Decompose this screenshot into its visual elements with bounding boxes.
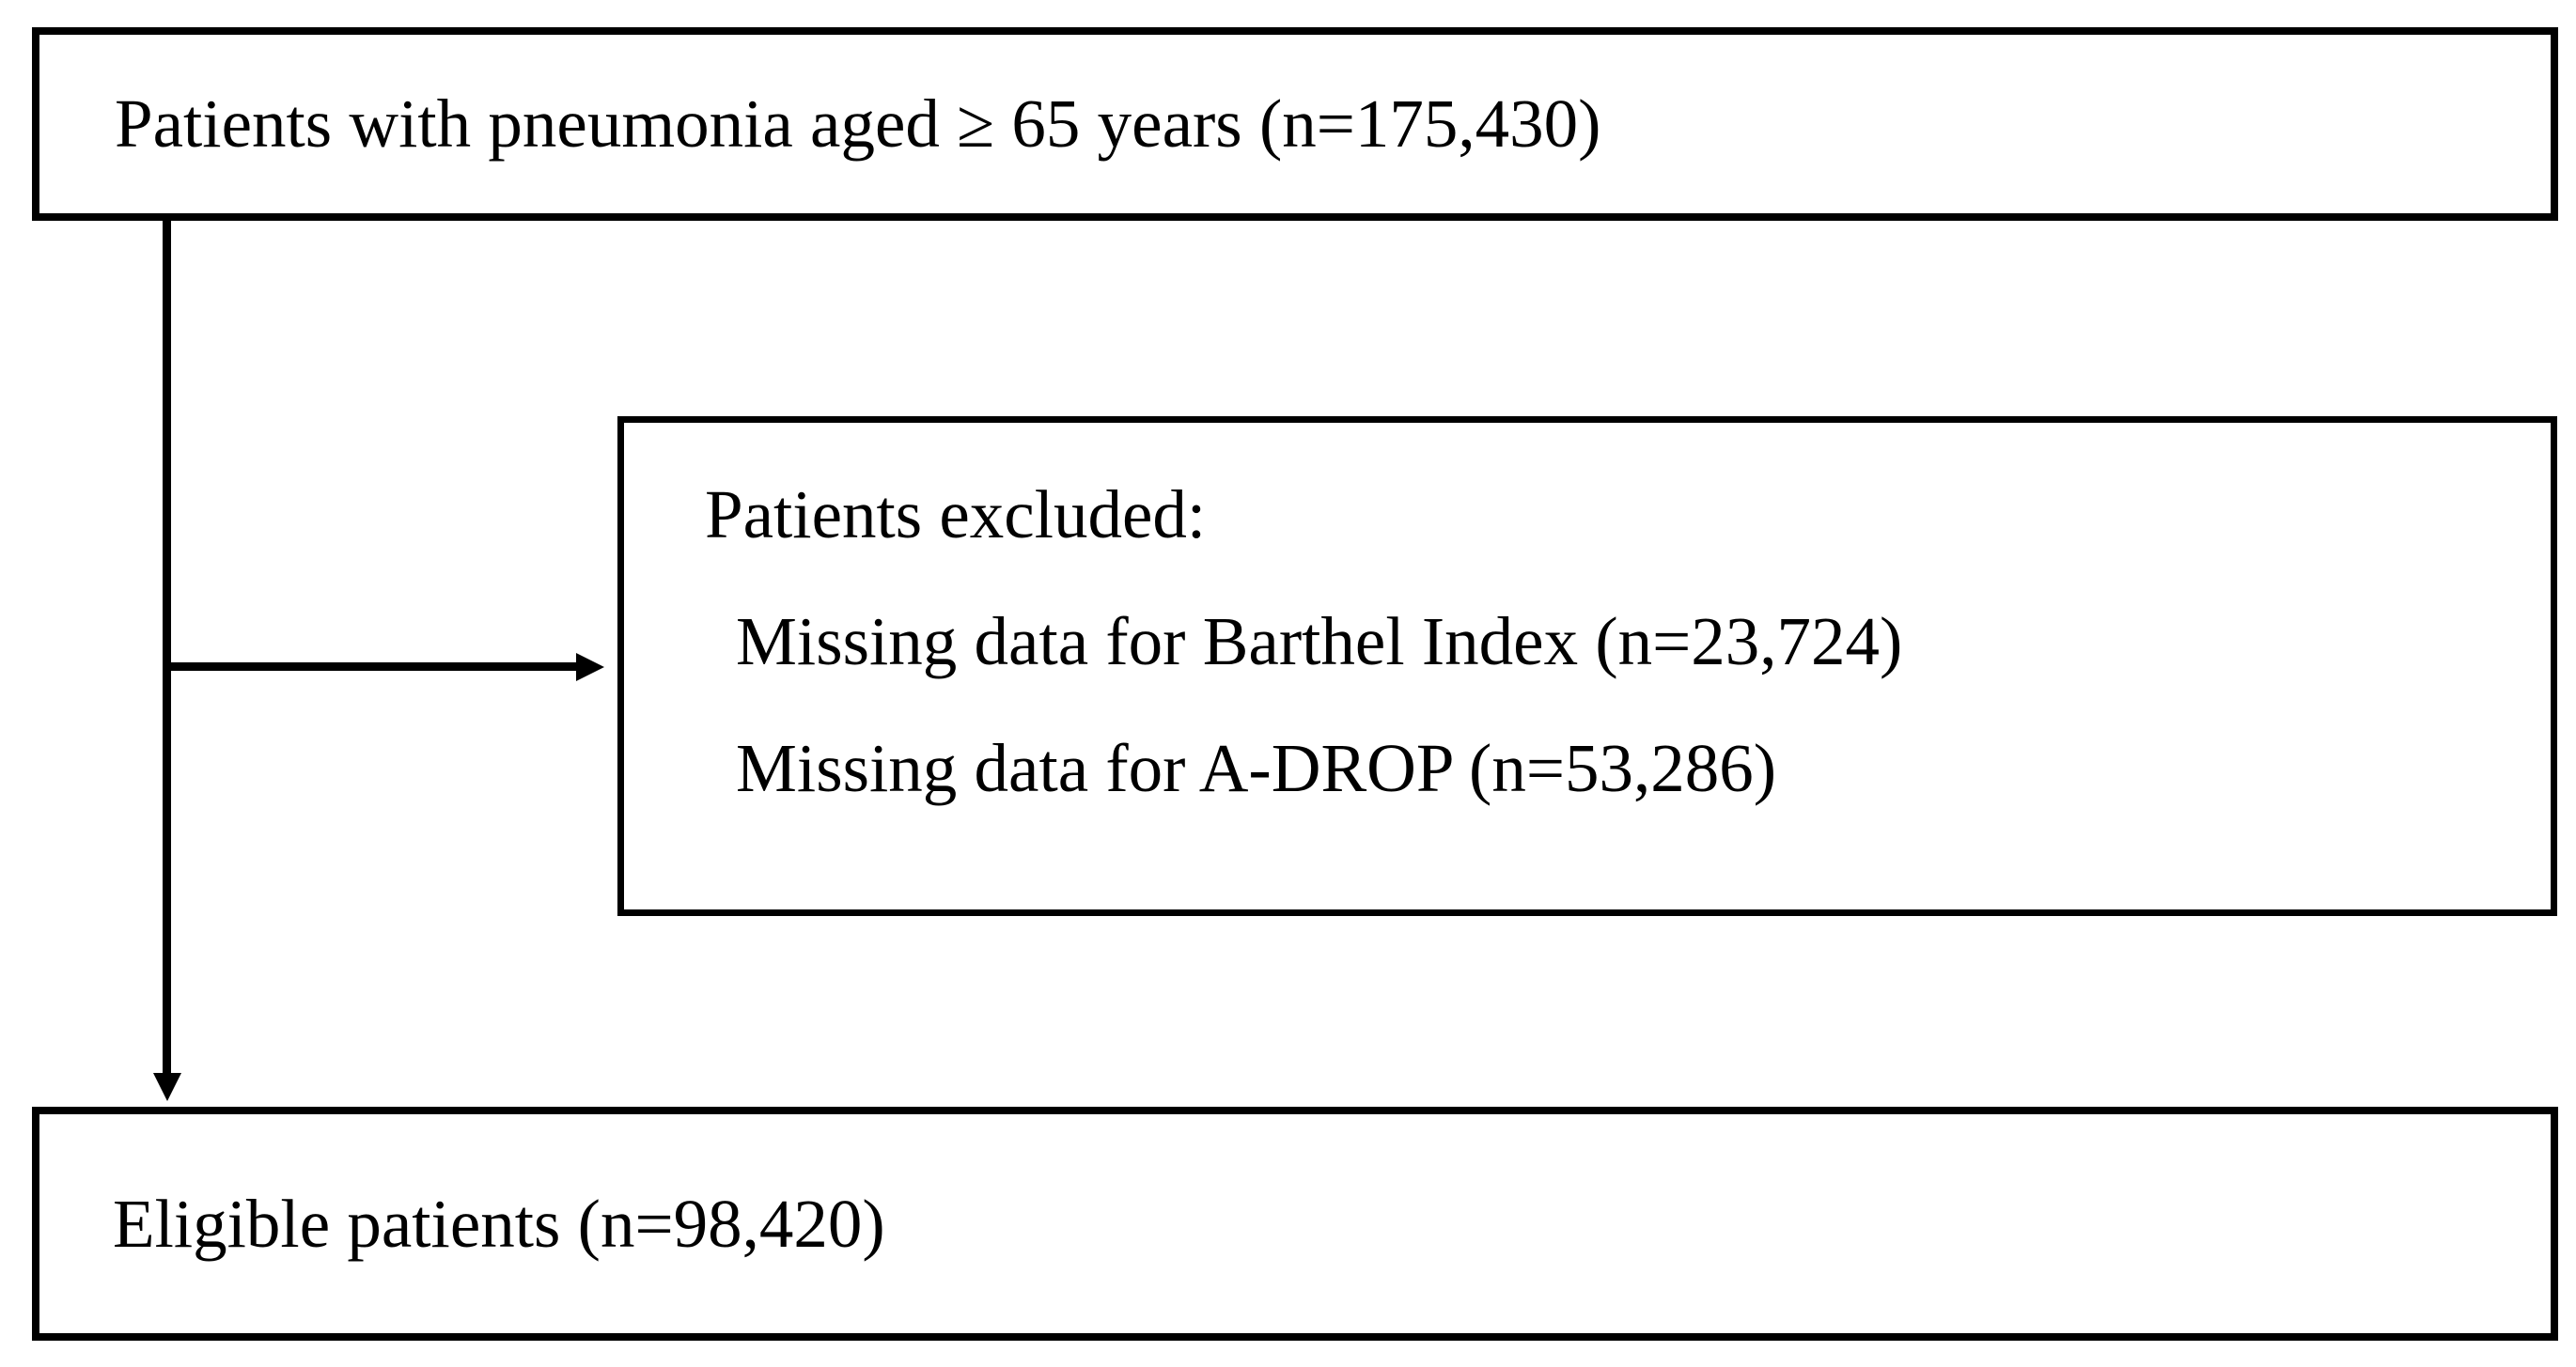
vertical-connector-line [163, 221, 171, 1073]
horizontal-connector-line [166, 662, 577, 671]
excluded-item-barthel: Missing data for Barthel Index (n=23,724… [736, 603, 1903, 679]
population-box: Patients with pneumonia aged ≥ 65 years … [32, 27, 2558, 221]
down-arrowhead-icon [153, 1073, 181, 1101]
eligible-box-text: Eligible patients (n=98,420) [113, 1185, 885, 1262]
eligible-box: Eligible patients (n=98,420) [32, 1107, 2558, 1341]
right-arrowhead-icon [576, 653, 604, 681]
excluded-box-heading: Patients excluded: [705, 476, 1207, 552]
excluded-item-adrop: Missing data for A-DROP (n=53,286) [736, 730, 1777, 806]
population-box-text: Patients with pneumonia aged ≥ 65 years … [115, 85, 1601, 163]
excluded-box: Patients excluded: Missing data for Bart… [617, 416, 2557, 916]
